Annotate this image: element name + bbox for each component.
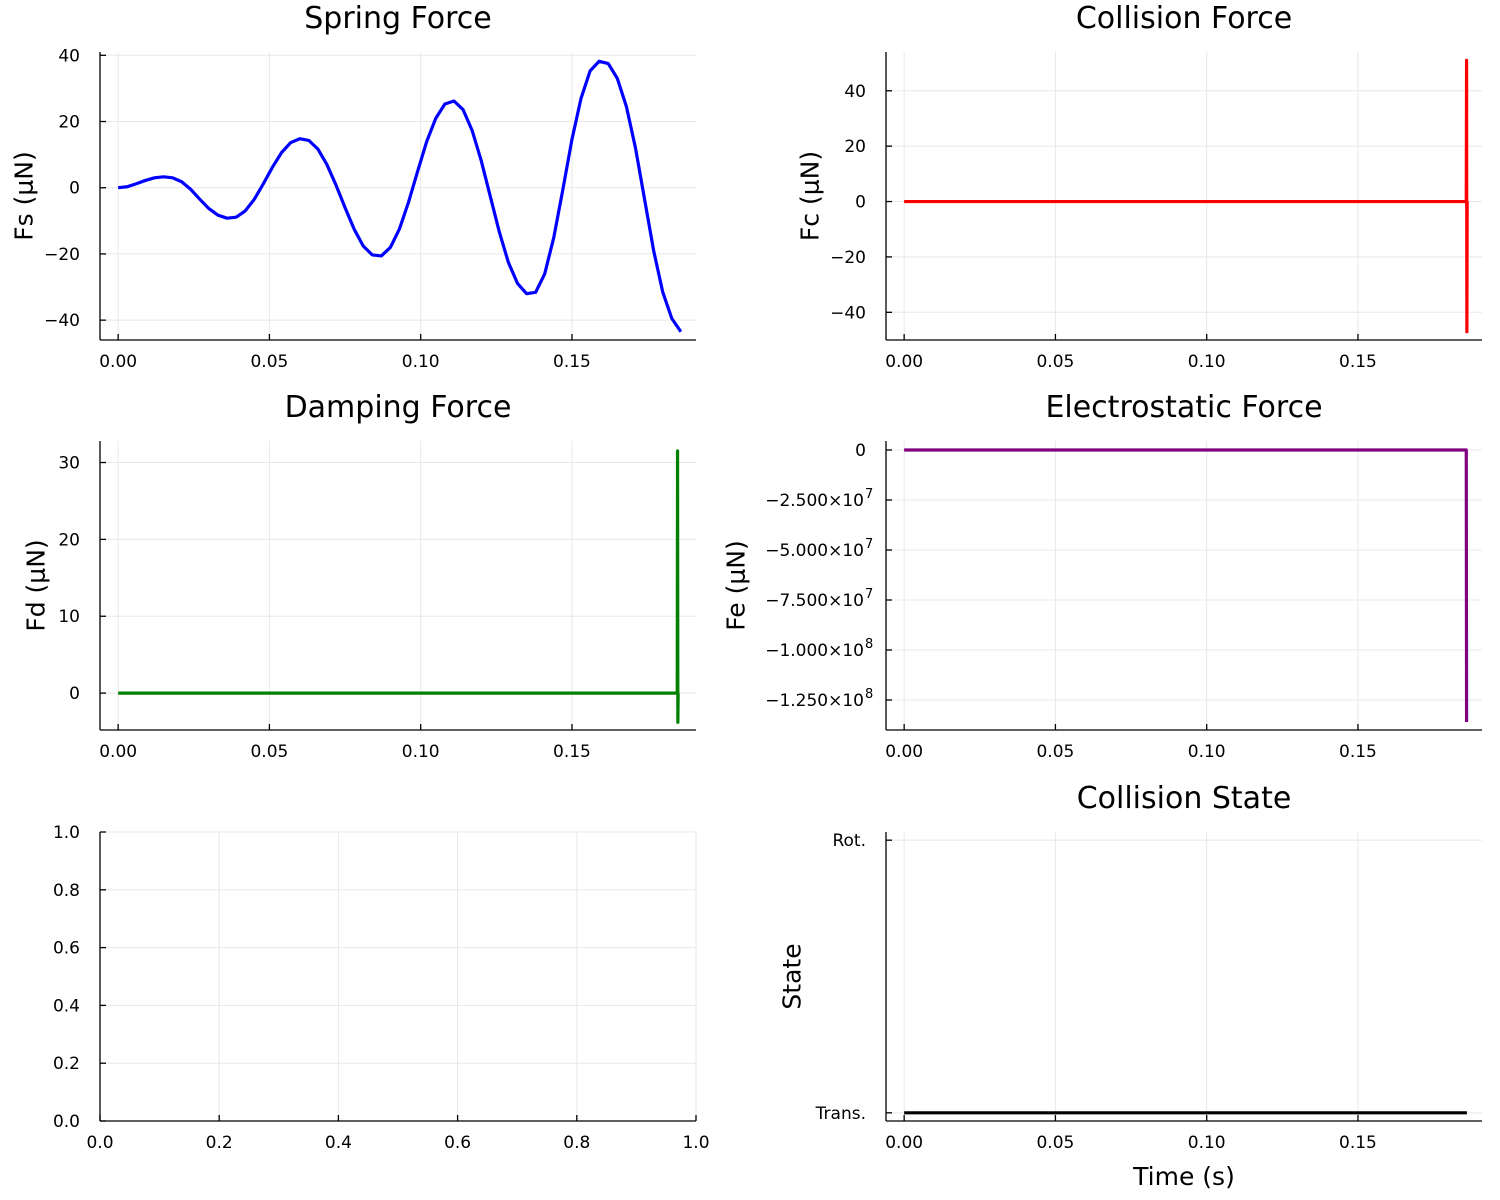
subplot-title: Electrostatic Force (1045, 390, 1322, 425)
y-tick-exponent: 7 (865, 537, 873, 552)
subplot-title: Damping Force (285, 390, 512, 425)
y-tick-label: 0.4 (53, 996, 80, 1016)
x-tick-label: 0.10 (402, 352, 440, 372)
subplot-6: 0.00 0.05 0.10 0.15 Rot. Trans. Collision Stat… (778, 781, 1482, 1191)
x-tick-label: 0.2 (206, 1133, 233, 1153)
y-tick-label: −20 (830, 248, 866, 268)
y-tick-mantissa: −5.000×10 (765, 541, 864, 561)
y-tick-label: 0 (69, 179, 80, 199)
y-axis-label: Fs (μN) (10, 151, 39, 240)
y-tick-label: −1.250×10 (765, 691, 864, 711)
x-tick-label: 0.15 (553, 352, 591, 372)
y-tick-mantissa: −1.000×10 (765, 641, 864, 661)
y-tick-label: 1.0 (53, 823, 80, 843)
subplot-title: Collision State (1077, 781, 1292, 816)
y-tick-label: 0.8 (53, 881, 80, 901)
y-tick-label: 0 (69, 684, 80, 704)
subplot-3: 0.00 0.05 0.10 0.15 30 20 10 0 Damping Force Fd (… (22, 390, 696, 762)
y-tick-label: −7.500×10 (765, 591, 864, 611)
x-tick-label: 0.0 (86, 1133, 113, 1153)
subplot-title: Collision Force (1076, 1, 1292, 36)
y-tick-label: 0.6 (53, 939, 80, 959)
y-tick-exponent: 7 (865, 587, 873, 602)
y-tick-label: Rot. (832, 831, 866, 851)
x-tick-label: 0.05 (1036, 1133, 1074, 1153)
y-tick-label: −5.000×10 (765, 541, 864, 561)
x-tick-label: 0.05 (250, 352, 288, 372)
y-tick-label: −20 (44, 245, 80, 265)
y-tick-label: 20 (844, 137, 866, 157)
y-tick-label: 40 (58, 46, 80, 66)
x-tick-label: 0.10 (1188, 1133, 1226, 1153)
x-tick-label: 0.10 (1188, 352, 1226, 372)
y-tick-exponent: 8 (865, 637, 873, 652)
series-line (904, 58, 1469, 334)
y-tick-label: −40 (44, 311, 80, 331)
x-tick-label: 0.4 (325, 1133, 352, 1153)
x-tick-label: 0.10 (1188, 742, 1226, 762)
x-tick-label: 0.00 (885, 1133, 923, 1153)
y-tick-label: 0.0 (53, 1112, 80, 1132)
x-tick-label: 0.00 (99, 742, 137, 762)
y-tick-label: Trans. (815, 1104, 866, 1124)
x-tick-label: 0.00 (99, 352, 137, 372)
y-tick-label: 0.2 (53, 1054, 80, 1074)
y-tick-label: 0 (855, 193, 866, 213)
x-tick-label: 0.8 (563, 1133, 590, 1153)
x-tick-label: 1.0 (682, 1133, 709, 1153)
y-tick-label: 20 (58, 113, 80, 133)
subplot-4: 0.00 0.05 0.10 0.150−2.500×10 7−5.000×10 7−7.… (722, 390, 1482, 762)
y-axis-label: Fe (μN) (722, 540, 751, 630)
y-tick-mantissa: −1.250×10 (765, 691, 864, 711)
x-tick-label: 0.15 (553, 742, 591, 762)
y-tick-mantissa: −7.500×10 (765, 591, 864, 611)
y-tick-label: 0 (855, 441, 866, 461)
x-tick-label: 0.05 (1036, 352, 1074, 372)
y-tick-label: −2.500×10 (765, 491, 864, 511)
y-tick-label: −1.000×10 (765, 641, 864, 661)
y-tick-label: 30 (58, 454, 80, 474)
y-tick-exponent: 8 (865, 687, 873, 702)
x-tick-label: 0.10 (402, 742, 440, 762)
series-line (117, 59, 683, 333)
x-tick-label: 0.05 (1036, 742, 1074, 762)
y-axis-label: Fc (μN) (796, 151, 825, 241)
x-axis-label: Time (s) (1132, 1162, 1235, 1191)
subplot-5: 0.0 0.2 0.4 0.6 0.8 1.0 1.0 0.8 0.6 0.4 0.2 0.0 (53, 823, 710, 1153)
y-axis-label: State (778, 943, 807, 1009)
subplot-2: 0.00 0.05 0.10 0.15 40 20 0 −20 −40 Collision For… (796, 1, 1482, 372)
x-tick-label: 0.15 (1339, 1133, 1377, 1153)
subplot-1: 0.00 0.05 0.10 0.15 40 20 0 −20 −40 Spring Force F… (10, 1, 696, 372)
y-tick-label: 20 (58, 530, 80, 550)
subplot-title: Spring Force (304, 1, 492, 36)
x-tick-label: 0.00 (885, 352, 923, 372)
y-tick-label: 40 (844, 82, 866, 102)
x-tick-label: 0.15 (1339, 742, 1377, 762)
x-tick-label: 0.15 (1339, 352, 1377, 372)
y-tick-label: −40 (830, 303, 866, 323)
y-tick-mantissa: 0 (855, 441, 866, 461)
series-line (118, 449, 680, 724)
x-tick-label: 0.6 (444, 1133, 471, 1153)
y-tick-mantissa: −2.500×10 (765, 491, 864, 511)
y-tick-exponent: 7 (865, 487, 873, 502)
x-tick-label: 0.00 (885, 742, 923, 762)
y-tick-label: 10 (58, 607, 80, 627)
series-line (904, 448, 1469, 723)
y-axis-label: Fd (μN) (22, 539, 51, 631)
x-tick-label: 0.05 (250, 742, 288, 762)
